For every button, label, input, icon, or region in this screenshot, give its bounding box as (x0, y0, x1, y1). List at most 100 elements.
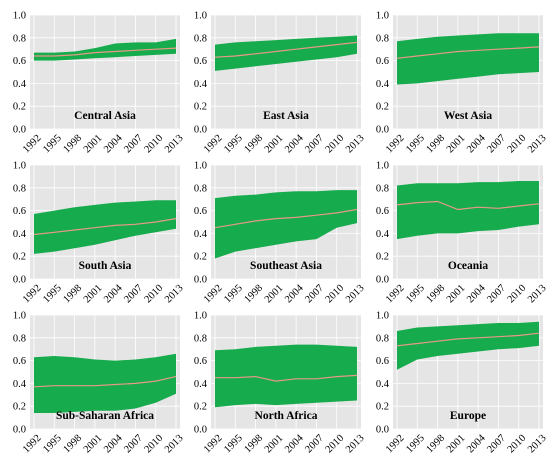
y-tick-label: 0.2 (194, 402, 207, 413)
panel-title: Europe (450, 410, 486, 422)
x-tick-label: 1995 (41, 433, 64, 456)
y-tick-label: 1.0 (194, 311, 207, 322)
x-tick-label: 2010 (324, 433, 347, 456)
panel-title: Oceania (448, 260, 488, 272)
y-tick-label: 0.4 (194, 379, 208, 390)
y-tick-label: 0.0 (194, 275, 207, 286)
x-tick-label: 2013 (163, 283, 186, 306)
y-tick-label: 0.8 (194, 33, 207, 44)
x-tick-label: 2010 (143, 433, 166, 456)
x-tick-label: 2010 (506, 433, 529, 456)
median-line (33, 376, 177, 388)
x-tick-label: 2007 (485, 283, 508, 306)
y-tick-label: 0.0 (13, 275, 26, 286)
y-tick-label: 0.4 (376, 79, 390, 90)
x-tick-label: 2004 (465, 282, 488, 305)
y-tick-label: 0.6 (13, 206, 26, 217)
confidence-band (397, 321, 539, 370)
x-tick-label: 2001 (82, 283, 105, 306)
confidence-band (215, 190, 357, 259)
y-tick-label: 0.6 (13, 56, 26, 67)
x-tick-label: 1998 (62, 133, 85, 156)
x-tick-label: 2007 (122, 133, 145, 156)
median-line (34, 47, 177, 57)
x-tick-label: 2001 (263, 133, 286, 156)
y-tick-label: 0.0 (13, 425, 26, 436)
x-tick-label: 1998 (62, 433, 85, 456)
x-tick-label: 2004 (283, 132, 306, 155)
x-tick-label: 2004 (102, 432, 125, 455)
y-tick-label: 0.0 (194, 425, 207, 436)
x-tick-label: 2004 (283, 282, 306, 305)
y-tick-label: 1.0 (13, 161, 26, 172)
panel-title: West Asia (444, 110, 492, 122)
chart-panel: 0.00.20.40.60.81.01992199519982001200420… (376, 161, 549, 306)
chart-panel: 0.00.20.40.60.81.01992199519982001200420… (194, 11, 367, 156)
y-tick-label: 0.0 (13, 125, 26, 136)
x-tick-label: 1992 (384, 133, 407, 156)
x-tick-label: 2013 (163, 133, 186, 156)
x-tick-label: 1998 (425, 283, 448, 306)
chart-panel: 0.00.20.40.60.81.01992199519982001200420… (376, 311, 549, 456)
x-tick-label: 1995 (41, 133, 64, 156)
panel-title: Southeast Asia (250, 260, 322, 272)
x-tick-label: 2004 (102, 282, 125, 305)
x-tick-label: 2013 (344, 133, 367, 156)
x-tick-label: 2007 (303, 433, 326, 456)
y-tick-label: 0.2 (194, 252, 207, 263)
x-tick-label: 1995 (404, 283, 427, 306)
x-tick-label: 2001 (445, 433, 468, 456)
y-tick-label: 0.0 (376, 125, 389, 136)
y-tick-label: 0.6 (194, 206, 207, 217)
confidence-band (34, 353, 176, 413)
x-tick-label: 2004 (465, 132, 488, 155)
y-tick-label: 0.0 (376, 275, 389, 286)
x-tick-label: 2001 (82, 433, 105, 456)
y-tick-label: 0.2 (376, 252, 389, 263)
x-tick-label: 2007 (303, 133, 326, 156)
y-tick-label: 1.0 (194, 161, 207, 172)
x-tick-label: 2007 (485, 133, 508, 156)
y-tick-label: 1.0 (13, 311, 26, 322)
panel-title: North Africa (255, 410, 318, 422)
y-tick-label: 0.4 (194, 79, 208, 90)
panel-title: East Asia (263, 110, 309, 122)
x-tick-label: 1995 (41, 283, 64, 306)
x-tick-label: 2004 (283, 432, 306, 455)
y-tick-label: 0.4 (13, 79, 27, 90)
x-tick-label: 1992 (384, 283, 407, 306)
x-tick-label: 2010 (506, 133, 529, 156)
x-tick-label: 2007 (485, 433, 508, 456)
x-tick-label: 2013 (344, 433, 367, 456)
x-tick-label: 2007 (122, 283, 145, 306)
y-tick-label: 0.8 (376, 183, 389, 194)
x-tick-label: 2001 (445, 283, 468, 306)
x-tick-label: 2010 (324, 283, 347, 306)
y-tick-label: 0.8 (376, 33, 389, 44)
median-line (33, 218, 177, 236)
x-tick-label: 2001 (82, 133, 105, 156)
chart-panel: 0.00.20.40.60.81.01992199519982001200420… (13, 311, 186, 456)
x-tick-label: 2010 (143, 133, 166, 156)
y-tick-label: 0.6 (376, 206, 389, 217)
y-tick-label: 0.2 (13, 402, 26, 413)
x-tick-label: 2001 (263, 433, 286, 456)
x-tick-label: 1992 (202, 133, 225, 156)
panel-title: Sub-Saharan Africa (56, 410, 154, 422)
y-tick-label: 0.8 (194, 183, 207, 194)
x-tick-label: 2013 (163, 433, 186, 456)
y-tick-label: 0.8 (194, 333, 207, 344)
median-line (215, 374, 358, 382)
plot-background (211, 15, 361, 129)
panel-title: South Asia (79, 260, 132, 272)
panel-title: Central Asia (74, 110, 136, 122)
x-tick-label: 2004 (102, 132, 125, 155)
y-tick-label: 1.0 (376, 311, 389, 322)
x-tick-label: 1992 (21, 283, 44, 306)
y-tick-label: 0.2 (376, 402, 389, 413)
x-tick-label: 1992 (202, 433, 225, 456)
y-tick-label: 0.8 (13, 33, 26, 44)
x-tick-label: 2013 (526, 133, 549, 156)
chart-panel: 0.00.20.40.60.81.01992199519982001200420… (194, 311, 367, 456)
y-tick-label: 0.0 (194, 125, 207, 136)
